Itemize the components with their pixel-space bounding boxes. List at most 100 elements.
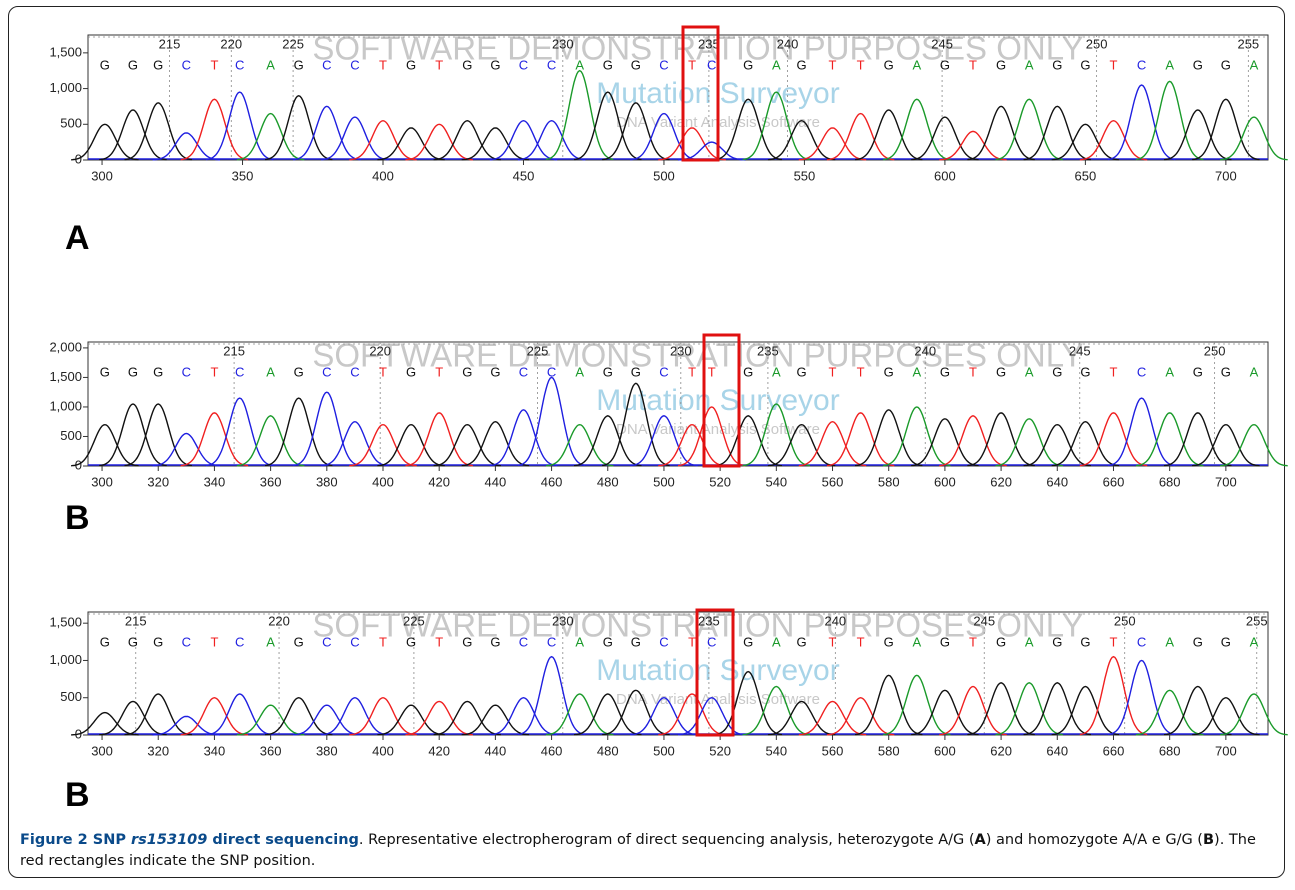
base-number: 245 (931, 36, 953, 51)
base-number: 230 (552, 613, 574, 628)
x-tick-label: 600 (934, 168, 956, 183)
base-call: C (350, 57, 359, 72)
base-call: A (772, 57, 781, 72)
base-call: G (462, 634, 472, 649)
base-number: 240 (914, 343, 936, 358)
base-number: 245 (973, 613, 995, 628)
x-tick-label: 500 (653, 168, 675, 183)
base-call: T (688, 57, 696, 72)
x-tick-label: 560 (822, 743, 844, 758)
base-call: T (829, 634, 837, 649)
base-call: C (235, 57, 244, 72)
base-call: T (857, 364, 865, 379)
base-number: 255 (1237, 36, 1259, 51)
base-call: G (631, 364, 641, 379)
x-tick-label: 540 (765, 743, 787, 758)
x-tick-label: 340 (204, 474, 226, 489)
base-call: G (1221, 364, 1231, 379)
y-tick-label: 1,500 (49, 615, 82, 630)
base-call: C (659, 364, 668, 379)
base-call: C (659, 634, 668, 649)
x-tick-label: 640 (1046, 474, 1068, 489)
base-call: A (1250, 634, 1259, 649)
base-call: T (708, 364, 716, 379)
base-number: 225 (527, 343, 549, 358)
watermark: SOFTWARE DEMONSTRATION PURPOSES ONLY (312, 337, 1083, 374)
base-call: G (1193, 364, 1203, 379)
base-call: C (519, 364, 528, 379)
base-call: C (519, 57, 528, 72)
x-tick-label: 640 (1046, 743, 1068, 758)
base-call: C (1137, 364, 1146, 379)
x-tick-label: 700 (1215, 168, 1237, 183)
x-tick-label: 480 (597, 474, 619, 489)
x-tick-label: 360 (260, 474, 282, 489)
base-call: C (322, 364, 331, 379)
base-call: C (182, 364, 191, 379)
base-number: 255 (1246, 613, 1268, 628)
watermark: Mutation Surveyor (596, 654, 839, 687)
base-call: T (688, 364, 696, 379)
x-tick-label: 440 (485, 474, 507, 489)
caption-text: ) and homozygote A/A e G/G ( (986, 832, 1203, 848)
base-call: C (1137, 634, 1146, 649)
base-call: A (266, 57, 275, 72)
x-tick-label: 520 (709, 743, 731, 758)
caption-a: A (975, 832, 986, 848)
y-tick-label: 2,000 (49, 339, 82, 354)
base-call: G (797, 634, 807, 649)
base-call: T (379, 364, 387, 379)
base-call: A (912, 364, 921, 379)
base-number: 225 (403, 613, 425, 628)
base-call: C (707, 57, 716, 72)
panel-label: B (65, 499, 90, 537)
base-call: T (688, 634, 696, 649)
base-call: G (996, 364, 1006, 379)
base-call: T (379, 634, 387, 649)
base-number: 215 (223, 343, 245, 358)
base-call: G (406, 364, 416, 379)
base-call: G (884, 364, 894, 379)
base-number: 250 (1204, 343, 1226, 358)
base-call: G (1221, 634, 1231, 649)
base-call: T (857, 57, 865, 72)
base-call: G (1193, 57, 1203, 72)
base-call: G (1080, 364, 1090, 379)
x-tick-label: 400 (372, 168, 394, 183)
x-tick-label: 660 (1103, 743, 1125, 758)
figure: SOFTWARE DEMONSTRATION PURPOSES ONLY Muta… (0, 0, 1295, 890)
caption-rs: rs153109 (131, 832, 207, 848)
base-call: A (575, 364, 584, 379)
base-number: 220 (220, 36, 242, 51)
base-call: C (547, 57, 556, 72)
base-call: G (743, 57, 753, 72)
base-number: 250 (1086, 36, 1108, 51)
y-tick-label: 500 (60, 428, 82, 443)
base-call: T (435, 364, 443, 379)
caption-text: . Representative electropherogram of dir… (359, 832, 975, 848)
base-number: 230 (552, 36, 574, 51)
base-call: T (857, 634, 865, 649)
base-call: A (1250, 57, 1259, 72)
y-tick-label: 500 (60, 689, 82, 704)
base-call: A (1165, 57, 1174, 72)
caption: Figure 2 SNP rs153109 direct sequencing.… (20, 830, 1275, 872)
x-tick-label: 320 (147, 474, 169, 489)
base-call: A (912, 634, 921, 649)
base-call: G (153, 634, 163, 649)
base-call: G (490, 364, 500, 379)
base-call: G (940, 634, 950, 649)
x-tick-label: 560 (822, 474, 844, 489)
base-call: G (294, 364, 304, 379)
base-number: 220 (268, 613, 290, 628)
base-call: G (996, 57, 1006, 72)
base-call: C (322, 57, 331, 72)
caption-b: B (1203, 832, 1214, 848)
base-call: C (1137, 57, 1146, 72)
base-call: G (1193, 634, 1203, 649)
x-tick-label: 380 (316, 743, 338, 758)
caption-label: Figure 2 SNP (20, 832, 131, 848)
base-call: G (797, 364, 807, 379)
base-call: G (743, 364, 753, 379)
base-call: C (322, 634, 331, 649)
